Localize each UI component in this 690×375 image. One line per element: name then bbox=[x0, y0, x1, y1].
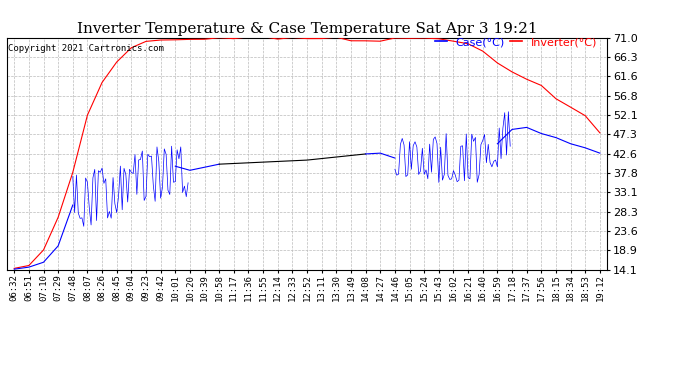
Legend: Case(°C), Inverter(°C): Case(°C), Inverter(°C) bbox=[431, 33, 601, 51]
Title: Inverter Temperature & Case Temperature Sat Apr 3 19:21: Inverter Temperature & Case Temperature … bbox=[77, 22, 538, 36]
Text: Copyright 2021 Cartronics.com: Copyright 2021 Cartronics.com bbox=[8, 45, 164, 54]
